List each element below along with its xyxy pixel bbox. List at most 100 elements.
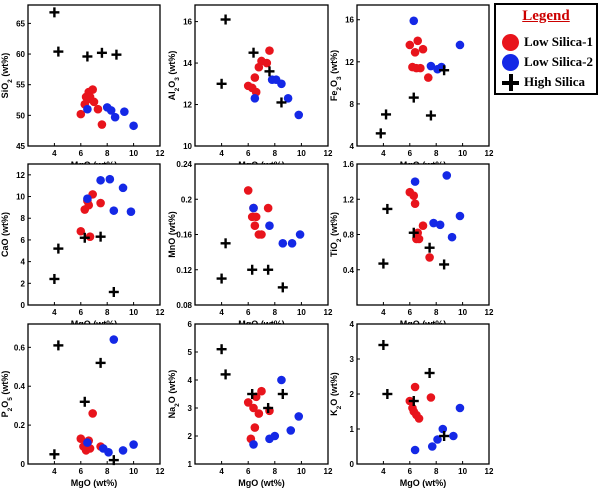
- y-tick-label: 0.24: [176, 160, 192, 169]
- high-silica-point: [439, 431, 450, 441]
- low-silica-2-point: [106, 106, 116, 115]
- legend-label: Low Silica-1: [524, 34, 593, 49]
- x-tick-label: 12: [324, 308, 333, 317]
- plot-frame: [356, 4, 490, 147]
- low-silica-2-point: [126, 207, 136, 217]
- high-silica-point: [95, 231, 106, 242]
- high-silica-point: [220, 369, 231, 380]
- low-silica-2-point: [442, 171, 452, 180]
- low-silica-1-point: [88, 409, 97, 418]
- y-tick-label: 4: [188, 376, 193, 385]
- low-silica-2-point: [427, 442, 437, 451]
- y-tick-label: 12: [16, 171, 25, 180]
- high-silica-point: [79, 232, 90, 243]
- y-tick-label: 1.6: [343, 160, 355, 169]
- low-silica-2-point: [410, 177, 420, 186]
- y-tick-label: 2: [21, 279, 26, 288]
- low-silica-2-point: [265, 221, 274, 230]
- low-silica-2-point: [109, 335, 119, 344]
- low-silica-2-point: [83, 104, 92, 114]
- x-tick-label: 4: [219, 467, 224, 476]
- x-tick-label: 4: [52, 308, 57, 317]
- x-tick-label: 10: [297, 149, 306, 158]
- y-tick-label: 1.2: [343, 195, 355, 204]
- x-tick-label: 8: [434, 308, 439, 317]
- y-tick-label: 0.6: [14, 343, 26, 352]
- x-tick-label: 4: [381, 308, 386, 317]
- y-axis-label: MnO (wt%): [167, 211, 177, 258]
- y-tick-label: 0.2: [14, 421, 26, 430]
- low-silica-2-point: [449, 431, 458, 441]
- low-silica-2-point: [433, 435, 442, 444]
- y-axis-label: CaO (wt%): [0, 212, 10, 257]
- low-silica-2-point: [110, 112, 120, 122]
- y-tick-label: 3: [350, 355, 355, 364]
- x-tick-label: 12: [156, 308, 165, 317]
- x-tick-label: 12: [156, 467, 165, 476]
- high-silica-point: [424, 242, 435, 253]
- y-tick-label: 6: [21, 236, 26, 245]
- y-tick-label: 1: [350, 425, 355, 434]
- y-axis-label: P2O5 (wt%): [0, 371, 14, 418]
- high-silica-point: [111, 49, 122, 60]
- x-tick-label: 12: [324, 149, 333, 158]
- low-silica-1-point: [263, 203, 273, 213]
- low-silica-2-point: [438, 424, 448, 434]
- high-silica-point: [439, 259, 450, 270]
- legend-item-high-silica: High Silica: [502, 72, 585, 92]
- low-silica-1-point: [405, 40, 415, 50]
- y-tick-label: 0.12: [176, 266, 192, 275]
- high-silica-point: [277, 389, 288, 399]
- high-silica-point: [247, 389, 258, 399]
- low-silica-1-point: [97, 120, 107, 129]
- high-silica-point: [53, 243, 64, 254]
- low-silica-2-point: [429, 218, 438, 228]
- x-axis-label: MgO (wt%): [400, 478, 447, 488]
- y-tick-label: 14: [183, 59, 192, 68]
- high-silica-point: [220, 238, 231, 249]
- low-silica-1-point: [423, 73, 433, 82]
- high-silica-point: [439, 65, 450, 76]
- low-silica-2-point: [118, 446, 128, 455]
- x-tick-label: 8: [434, 149, 439, 158]
- x-tick-label: 6: [246, 467, 251, 476]
- x-axis-label: MgO (wt%): [71, 478, 118, 488]
- x-tick-label: 6: [408, 467, 413, 476]
- plot-frame: [27, 163, 161, 306]
- high-silica-point: [378, 340, 389, 350]
- low-silica-1-point: [84, 200, 94, 210]
- high-silica-point: [276, 97, 287, 108]
- blue-dot-icon: [502, 53, 519, 71]
- low-silica-2-point: [129, 121, 138, 131]
- low-silica-1-point: [250, 73, 260, 82]
- high-silica-point: [378, 258, 389, 269]
- y-tick-label: 4: [350, 142, 355, 151]
- x-tick-label: 12: [485, 149, 494, 158]
- x-tick-label: 10: [129, 308, 138, 317]
- low-silica-2-point: [120, 107, 129, 116]
- high-silica-point: [216, 344, 227, 355]
- legend-label: Low Silica-2: [524, 54, 593, 69]
- y-tick-label: 0.2: [181, 195, 193, 204]
- low-silica-2-point: [105, 174, 115, 184]
- low-silica-1-point: [413, 36, 423, 46]
- low-silica-2-point: [83, 194, 92, 204]
- plot-frame: [27, 323, 161, 465]
- high-silica-point: [49, 449, 60, 460]
- low-silica-1-point: [243, 186, 253, 195]
- y-tick-label: 0: [350, 460, 355, 469]
- low-silica-1-point: [425, 253, 434, 262]
- legend-box: Legend Low Silica-1 Low Silica-2 High Si…: [494, 3, 598, 95]
- y-axis-label: Na2O (wt%): [167, 370, 181, 419]
- low-silica-2-point: [447, 232, 457, 242]
- x-tick-label: 6: [79, 149, 84, 158]
- x-tick-label: 6: [408, 149, 413, 158]
- high-silica-point: [95, 357, 106, 368]
- x-tick-label: 10: [129, 467, 138, 476]
- y-axis-label: TiO2 (wt%): [329, 212, 343, 257]
- x-tick-label: 8: [273, 467, 278, 476]
- low-silica-1-point: [257, 230, 266, 239]
- low-silica-1-point: [410, 382, 420, 392]
- low-silica-2-point: [129, 440, 138, 449]
